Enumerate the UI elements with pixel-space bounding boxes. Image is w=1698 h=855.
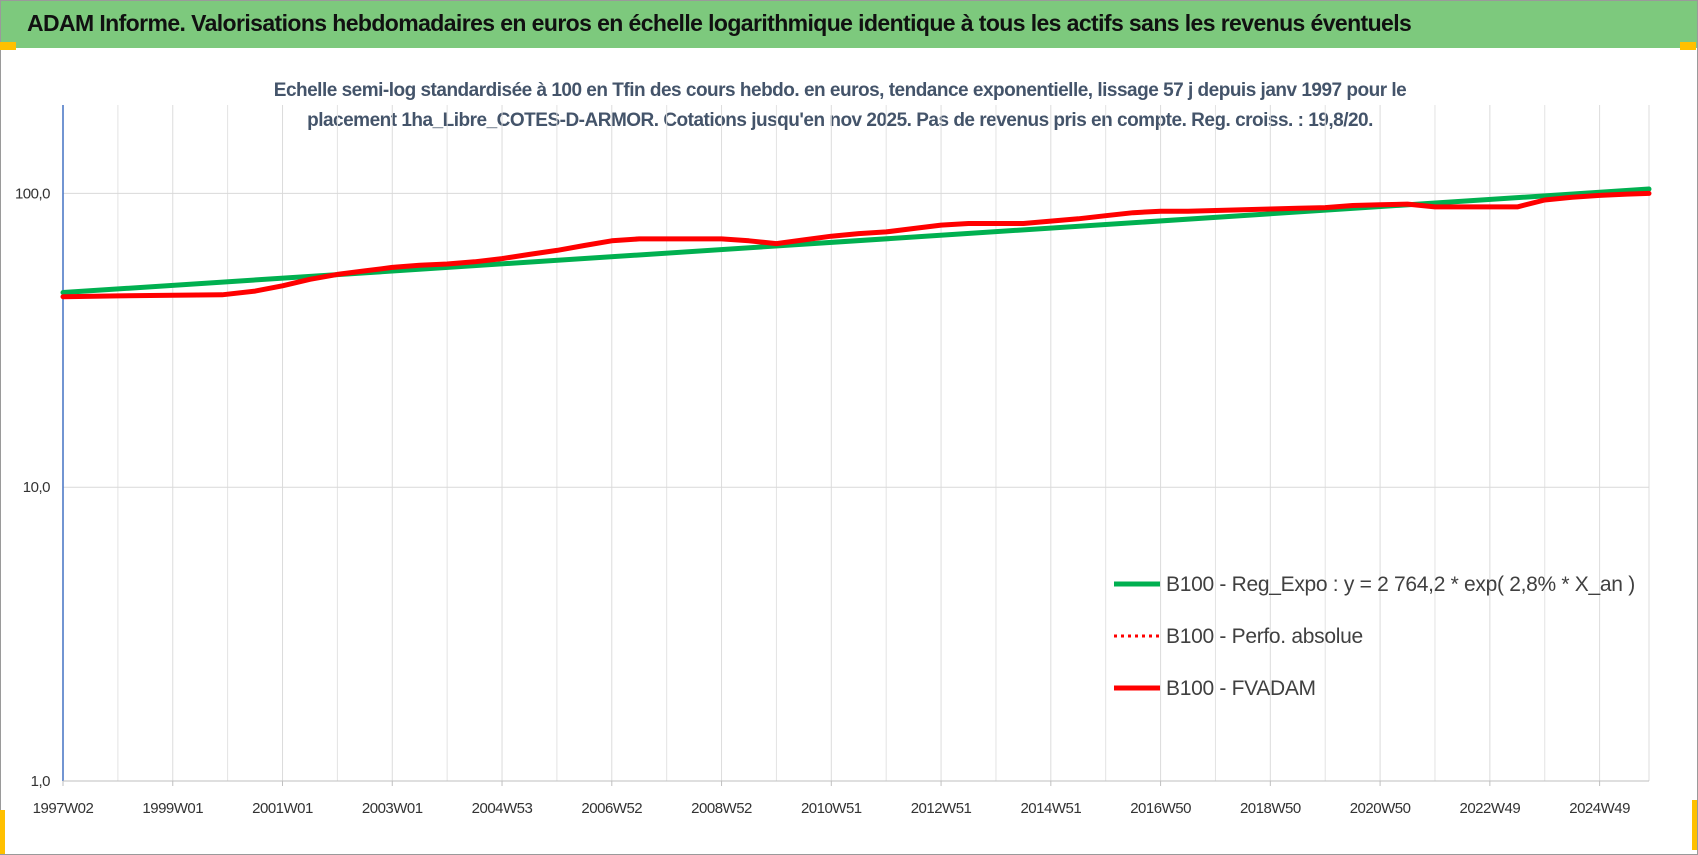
y-tick-label: 1,0 [31,773,51,790]
x-tick-label: 2010W51 [801,800,862,817]
legend-label-1: B100 - Perfo. absolue [1166,625,1363,648]
axes: 1997W02 1999W01 2001W01 2003W01 2004W53 2006W… [15,105,1649,817]
legend: B100 - Reg_Expo : y = 2 764,2 * exp( 2,8… [1114,573,1635,700]
x-tick-label: 2008W52 [691,800,752,817]
data-series [60,186,1652,300]
x-tick-label: 1997W02 [33,800,94,817]
x-tick-label: 2024W49 [1569,800,1630,817]
chart-title-line-2: placement 1ha_Libre_COTES-D-ARMOR. Cotat… [307,110,1373,131]
x-tick-label: 2012W51 [911,800,972,817]
x-tick-label: 2006W52 [581,800,642,817]
x-tick-label: 2001W01 [252,800,313,817]
series-line-2 [60,190,1652,300]
chart-title-line-1: Echelle semi-log standardisée à 100 en T… [273,80,1407,101]
grid-lines [63,105,1650,782]
title-banner: ADAM Informe. Valorisations hebdomadaire… [1,1,1697,48]
x-tick-label: 2016W50 [1130,800,1191,817]
x-tick-label: 2014W51 [1020,800,1081,817]
chart-title: Echelle semi-log standardisée à 100 en T… [180,76,1500,136]
corner-mark-top-right [1680,42,1696,50]
corner-mark-bottom-left [0,810,5,854]
x-tick-label: 2004W53 [472,800,533,817]
banner-title: ADAM Informe. Valorisations hebdomadaire… [27,10,1412,36]
x-tick-label: 2018W50 [1240,800,1301,817]
corner-mark-bottom-right [1692,800,1697,850]
x-tick-label: 2003W01 [362,800,423,817]
corner-mark-top-left [0,42,16,50]
x-tick-label: 1999W01 [142,800,203,817]
x-tick-label: 2022W49 [1459,800,1520,817]
y-tick-label: 100,0 [15,185,50,202]
y-tick-label: 10,0 [23,479,50,496]
x-tick-label: 2020W50 [1350,800,1411,817]
legend-label-2: B100 - FVADAM [1166,677,1316,700]
legend-label-0: B100 - Reg_Expo : y = 2 764,2 * exp( 2,8… [1166,573,1635,596]
